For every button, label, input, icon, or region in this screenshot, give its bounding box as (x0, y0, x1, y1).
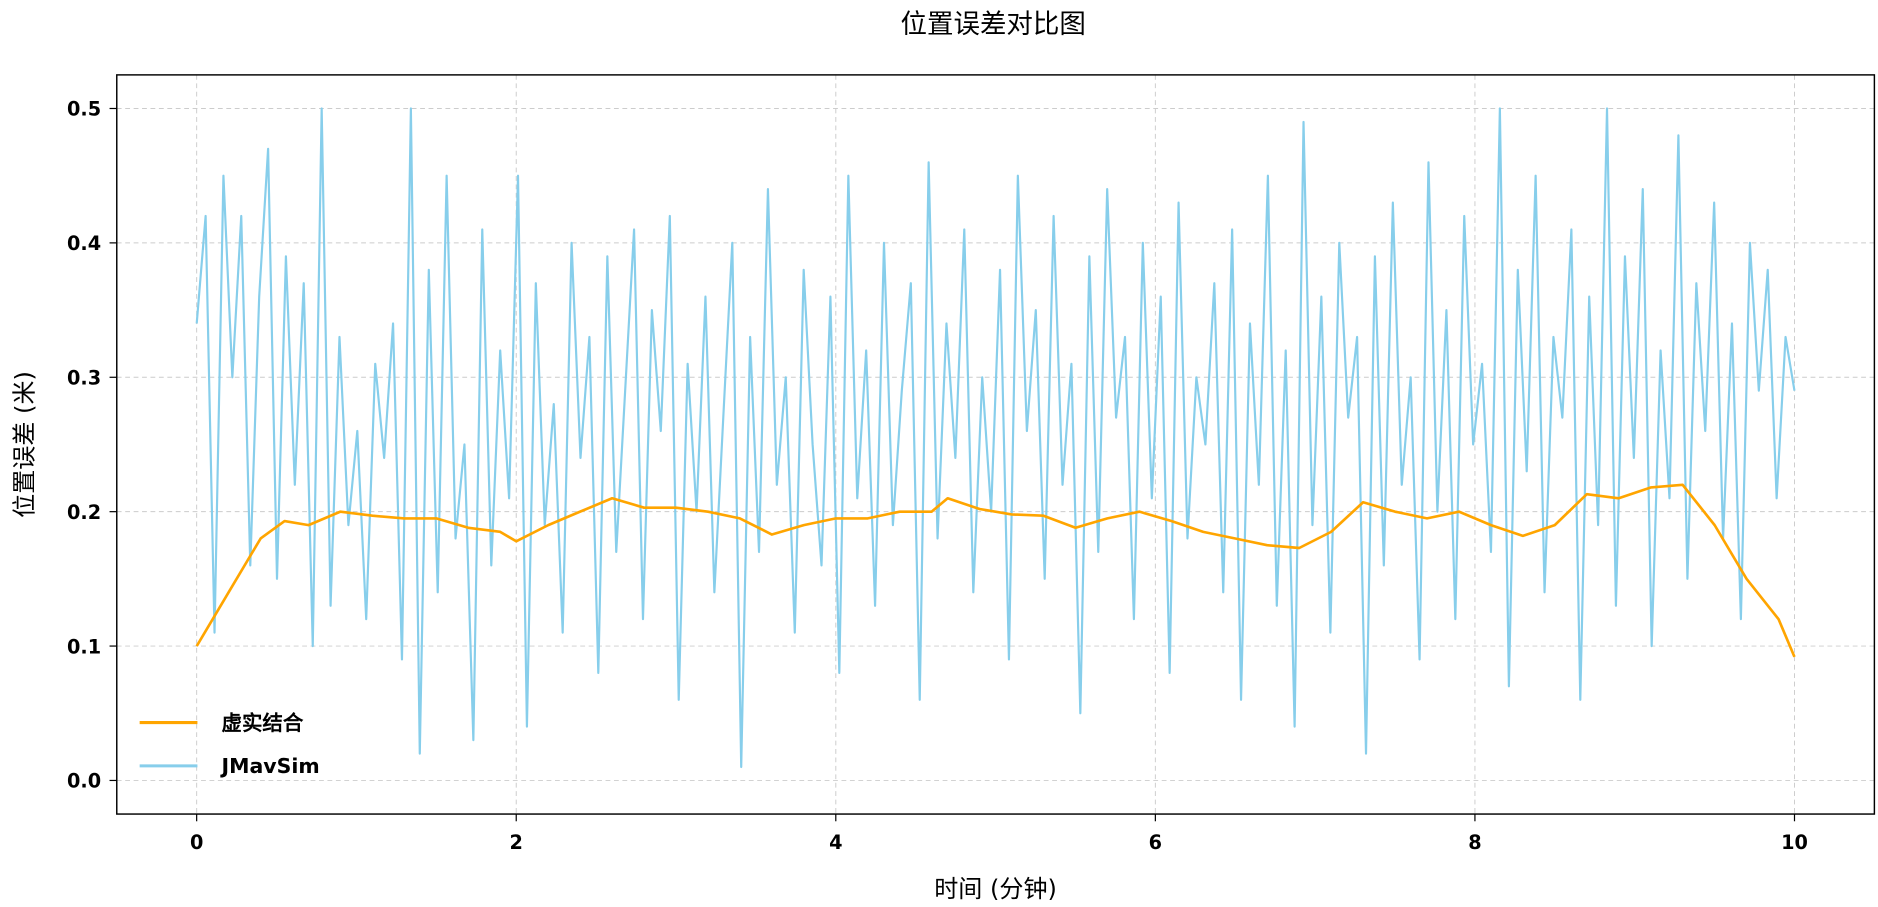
legend-label-0: 虚实结合 (222, 711, 304, 735)
series-line-jmavsim (195, 107, 1796, 769)
y-tick-label: 0.3 (67, 366, 101, 389)
x-tick-label: 2 (510, 831, 523, 854)
legend-label-1: JMavSim (220, 754, 320, 778)
series-line-xushi (195, 483, 1796, 658)
x-tick-label: 8 (1468, 831, 1481, 854)
x-tick-label: 10 (1781, 831, 1808, 854)
x-tick-label: 4 (829, 831, 842, 854)
y-tick-label: 0.1 (67, 635, 101, 658)
x-axis-label: 时间 (分钟) (934, 875, 1057, 903)
legend: 虚实结合 JMavSim (139, 711, 320, 778)
x-tick-label: 0 (190, 831, 203, 854)
y-tick-label: 0.4 (67, 232, 101, 255)
y-axis-label: 位置误差 (米) (11, 371, 39, 518)
chart-title: 位置误差对比图 (901, 9, 1086, 40)
series-group (195, 107, 1796, 769)
x-tick-label: 6 (1149, 831, 1162, 854)
y-tick-label: 0.5 (67, 98, 101, 121)
y-tick-label: 0.0 (67, 770, 101, 793)
y-tick-label: 0.2 (67, 501, 101, 524)
plot-frame (116, 74, 1876, 815)
grid (116, 74, 1875, 815)
ticks: 0 2 4 6 8 10 0.0 0.1 0.2 0.3 0.4 0.5 (67, 98, 1808, 854)
